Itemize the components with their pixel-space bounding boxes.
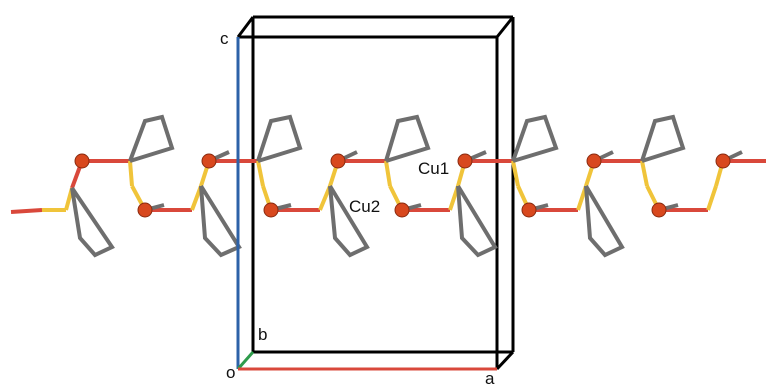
bond	[10, 208, 43, 214]
axis-b-label: b	[258, 325, 267, 344]
cu-atom	[715, 153, 731, 169]
axis-c-label: c	[220, 29, 229, 48]
cu-atom	[521, 202, 537, 218]
bond	[511, 160, 520, 187]
atom-label-cu1: Cu1	[418, 159, 449, 178]
cell-axes	[236, 37, 497, 371]
bond	[640, 160, 649, 187]
origin-label: o	[226, 363, 235, 382]
bond	[256, 114, 303, 163]
cu-atom	[651, 202, 667, 218]
cu-atom	[74, 153, 90, 169]
bond	[640, 114, 686, 163]
axis-a-label: a	[485, 369, 495, 385]
cu-atom	[586, 153, 602, 169]
cu-atom	[330, 153, 346, 169]
cell-edge	[236, 16, 255, 38]
atom-label-cu2: Cu2	[349, 197, 380, 216]
cu-atom	[263, 202, 279, 218]
bond	[706, 185, 718, 211]
bond	[384, 160, 392, 187]
cu-atom	[137, 202, 153, 218]
bond	[70, 186, 115, 258]
bond	[128, 160, 134, 187]
unit-cell	[236, 15, 515, 371]
cell-edge	[495, 350, 515, 371]
cell-edge	[495, 16, 515, 38]
molecular-chain	[10, 114, 766, 258]
cu-atom	[457, 153, 473, 169]
bond	[199, 184, 242, 258]
axis-b	[236, 351, 255, 370]
bond	[456, 184, 498, 258]
bond	[584, 184, 625, 258]
bond	[328, 184, 370, 258]
bond	[128, 114, 175, 163]
cu-atom	[394, 202, 410, 218]
cu-atom	[201, 153, 217, 169]
bond	[511, 114, 559, 163]
bond	[318, 185, 332, 211]
bond	[256, 160, 265, 187]
bond	[384, 114, 431, 163]
